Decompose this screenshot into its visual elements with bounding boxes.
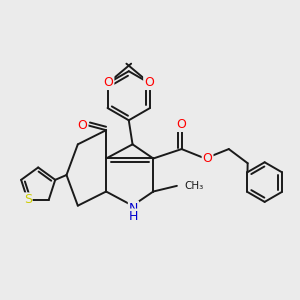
Text: N: N — [129, 202, 138, 214]
Text: S: S — [24, 194, 32, 206]
Text: O: O — [202, 152, 212, 165]
Text: O: O — [78, 119, 88, 132]
Text: O: O — [103, 76, 113, 89]
Text: O: O — [144, 76, 154, 89]
Text: H: H — [129, 209, 138, 223]
Text: CH₃: CH₃ — [184, 181, 203, 191]
Text: O: O — [177, 118, 187, 131]
